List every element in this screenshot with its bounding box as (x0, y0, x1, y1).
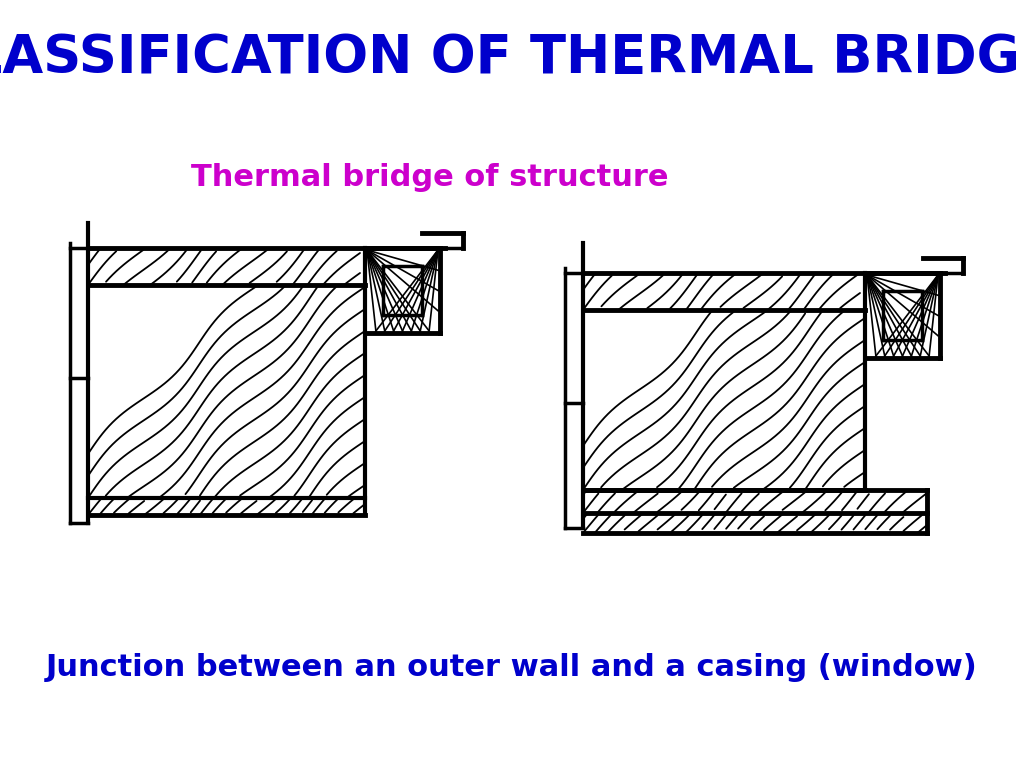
Text: CLASSIFICATION OF THERMAL BRIDGES: CLASSIFICATION OF THERMAL BRIDGES (0, 32, 1024, 84)
Text: Junction between an outer wall and a casing (window): Junction between an outer wall and a cas… (46, 654, 978, 683)
Text: Thermal bridge of structure: Thermal bridge of structure (191, 164, 669, 193)
